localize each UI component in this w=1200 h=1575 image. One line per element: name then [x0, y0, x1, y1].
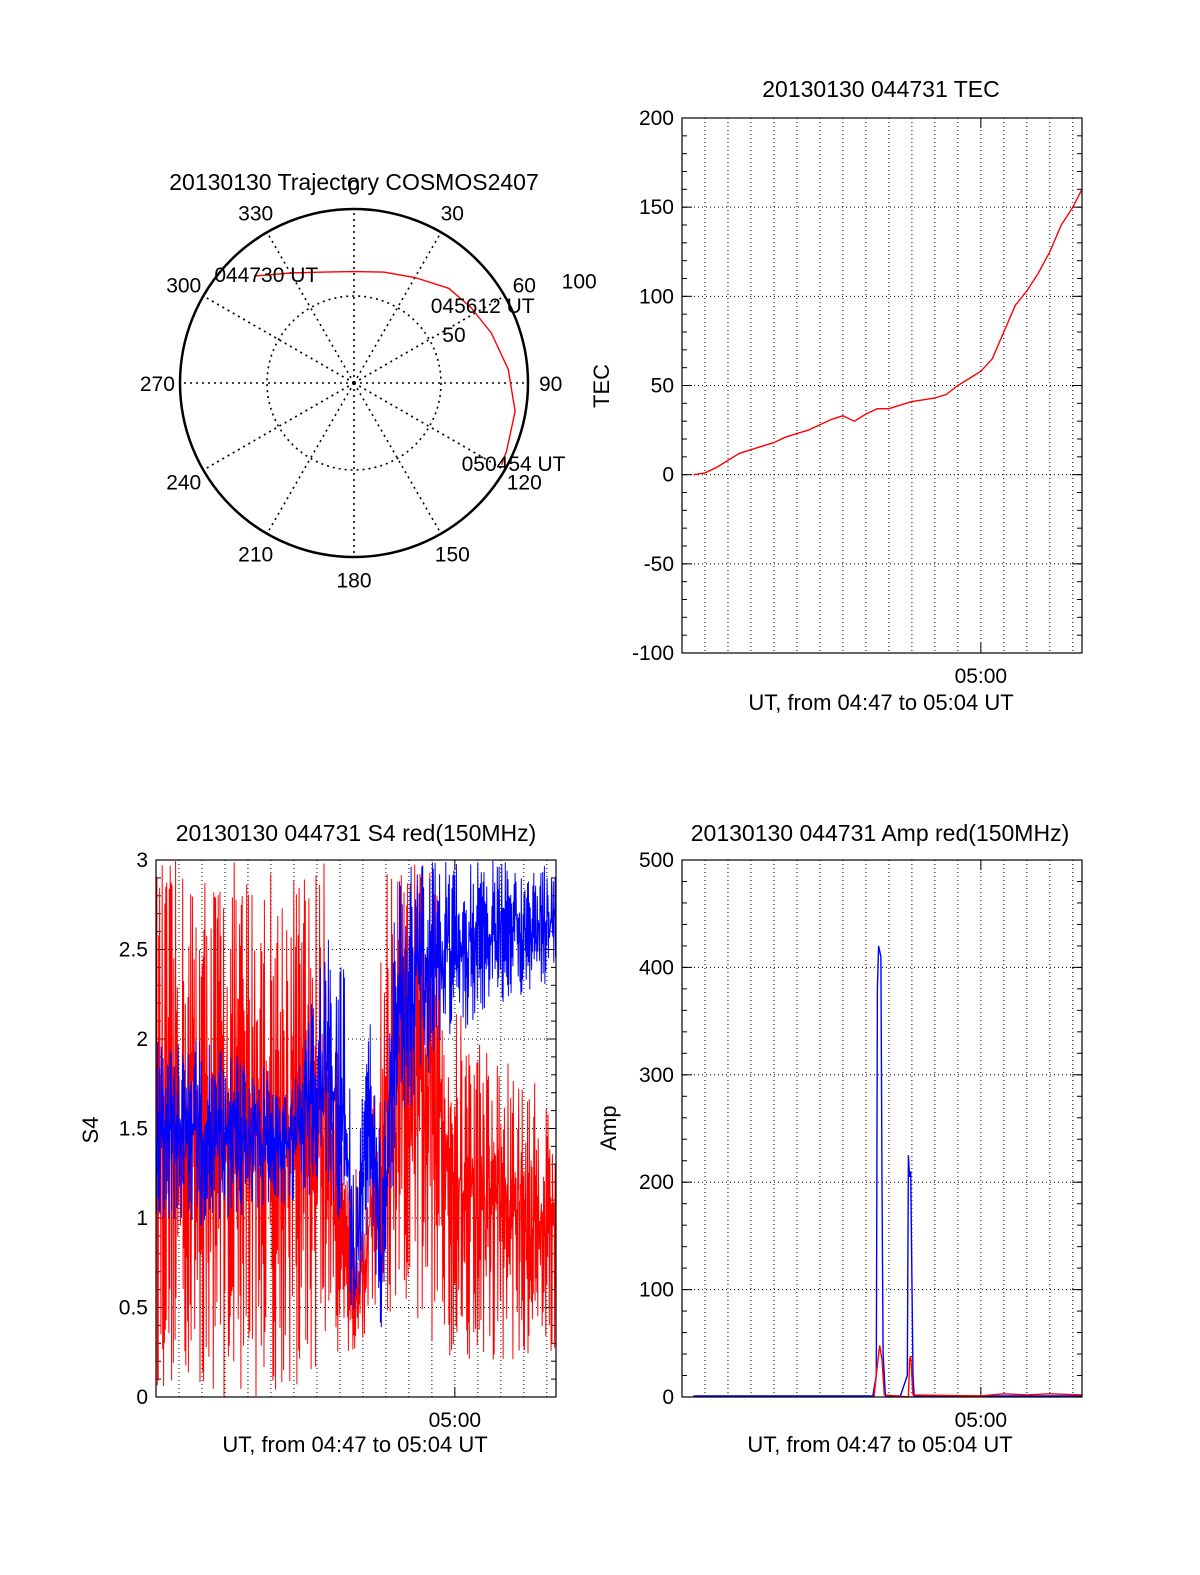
- amp-title: 20130130 044731 Amp red(150MHz): [691, 820, 1069, 846]
- polar-azimuth-label-270: 270: [140, 373, 175, 396]
- tec-ytick-label-3: 50: [651, 375, 674, 398]
- s4-ytick-label-3: 1.5: [119, 1118, 148, 1141]
- polar-outer-circle: [178, 207, 530, 559]
- amp-xlabel: UT, from 04:47 to 05:04 UT: [747, 1432, 1012, 1457]
- polar-spoke-150: [353, 382, 442, 535]
- polar-azimuth-label-330: 330: [238, 203, 273, 226]
- tec-title: 20130130 044731 TEC: [762, 76, 999, 102]
- polar-spoke-300: [202, 295, 355, 384]
- amp-ytick-label-2: 200: [639, 1171, 674, 1194]
- amp-ytick-label-3: 300: [639, 1064, 674, 1087]
- s4-ytick-label-1: 0.5: [119, 1297, 148, 1320]
- polar-azimuth-label-120: 120: [507, 471, 542, 494]
- s4-chart: 20130130 044731 S4 red(150MHz) S4 UT, fr…: [78, 820, 557, 1457]
- s4-series-blue: [155, 860, 557, 1328]
- polar-time-annotation-3: 050454 UT: [462, 453, 566, 476]
- tec-ytick-label-1: -50: [644, 553, 674, 576]
- tec-ytick-label-5: 150: [639, 196, 674, 219]
- s4-xtick-label: 05:00: [429, 1409, 482, 1432]
- tec-series-red: [693, 188, 1083, 476]
- polar-title: 20130130 Trajectory COSMOS2407: [169, 169, 538, 195]
- polar-azimuth-label-90: 90: [539, 373, 562, 396]
- polar-azimuth-label-240: 240: [166, 471, 201, 494]
- amp-ytick-label-0: 0: [662, 1386, 674, 1409]
- polar-annotations: 044730 UT 045612 UT 050454 UT: [214, 264, 565, 476]
- polar-azimuth-label-150: 150: [435, 543, 470, 566]
- polar-azimuth-label-180: 180: [336, 570, 371, 593]
- s4-ytick-label-6: 3: [136, 849, 148, 872]
- s4-ytick-label-5: 2.5: [119, 939, 148, 962]
- s4-ylabel: S4: [78, 1117, 103, 1144]
- polar-grid: [180, 209, 528, 557]
- polar-labels: 0 30 60 90 120 150 180 210 240 270 300 330 50 100: [140, 176, 597, 592]
- polar-spoke-60: [353, 295, 506, 384]
- amp-series-red: [873, 1345, 1083, 1398]
- amp-ytick-label-4: 400: [639, 956, 674, 979]
- s4-xlabel: UT, from 04:47 to 05:04 UT: [222, 1432, 487, 1457]
- polar-azimuth-label-300: 300: [166, 275, 201, 298]
- s4-title: 20130130 044731 S4 red(150MHz): [176, 820, 537, 846]
- polar-spoke-210: [266, 382, 355, 535]
- tec-xtick-label: 05:00: [955, 665, 1008, 688]
- polar-radial-label-50: 50: [442, 324, 465, 347]
- amp-xtick-label: 05:00: [955, 1409, 1008, 1432]
- s4-ytick-label-4: 2: [136, 1028, 148, 1051]
- polar-radial-circle-50: [266, 295, 442, 471]
- polar-azimuth-label-30: 30: [441, 203, 464, 226]
- polar-spoke-330: [266, 231, 355, 384]
- polar-series: [254, 270, 516, 466]
- s4-ytick-label-2: 1: [136, 1207, 148, 1230]
- amp-ytick-label-1: 100: [639, 1279, 674, 1302]
- polar-time-annotation-2: 045612 UT: [431, 295, 535, 318]
- amp-series-blue: [693, 945, 1082, 1397]
- amp-plot-area: 0 100 200 300 400 500 05:00: [639, 849, 1083, 1432]
- tec-ytick-label-0: -100: [632, 642, 674, 665]
- tec-ytick-label-6: 200: [639, 107, 674, 130]
- amp-frame: [681, 859, 1083, 1398]
- tec-chart: 20130130 044731 TEC TEC UT, from 04:47 t…: [589, 76, 1083, 715]
- polar-radial-label-100: 100: [562, 270, 597, 293]
- tec-ytick-label-4: 100: [639, 285, 674, 308]
- amp-ylabel: Amp: [596, 1105, 621, 1150]
- s4-ytick-label-0: 0: [136, 1386, 148, 1409]
- tec-xlabel: UT, from 04:47 to 05:04 UT: [748, 690, 1013, 715]
- polar-time-annotation-1: 044730 UT: [214, 264, 318, 287]
- polar-azimuth-label-60: 60: [513, 275, 536, 298]
- trajectory-polar-plot: 20130130 Trajectory COSMOS2407 0 30 60 90 12…: [140, 169, 597, 593]
- polar-spoke-120: [353, 382, 506, 471]
- s4-frame: [155, 859, 557, 1398]
- s4-plot-area: 0 0.5 1 1.5 2 2.5 3 05:00: [119, 849, 557, 1432]
- polar-azimuth-label-210: 210: [238, 543, 273, 566]
- tec-plot-area: -100 -50 0 50 100 150 200 05:00: [632, 107, 1083, 688]
- tec-ylabel: TEC: [589, 364, 614, 408]
- tec-ytick-label-2: 0: [662, 464, 674, 487]
- amp-ytick-label-5: 500: [639, 849, 674, 872]
- polar-spoke-30: [353, 231, 442, 384]
- polar-azimuth-label-0: 0: [348, 176, 360, 199]
- polar-spoke-240: [202, 382, 355, 471]
- s4-series-red: [155, 860, 557, 1397]
- amp-chart: 20130130 044731 Amp red(150MHz) Amp UT, …: [596, 820, 1083, 1457]
- tec-frame: [681, 117, 1083, 654]
- polar-trajectory-line: [254, 270, 516, 466]
